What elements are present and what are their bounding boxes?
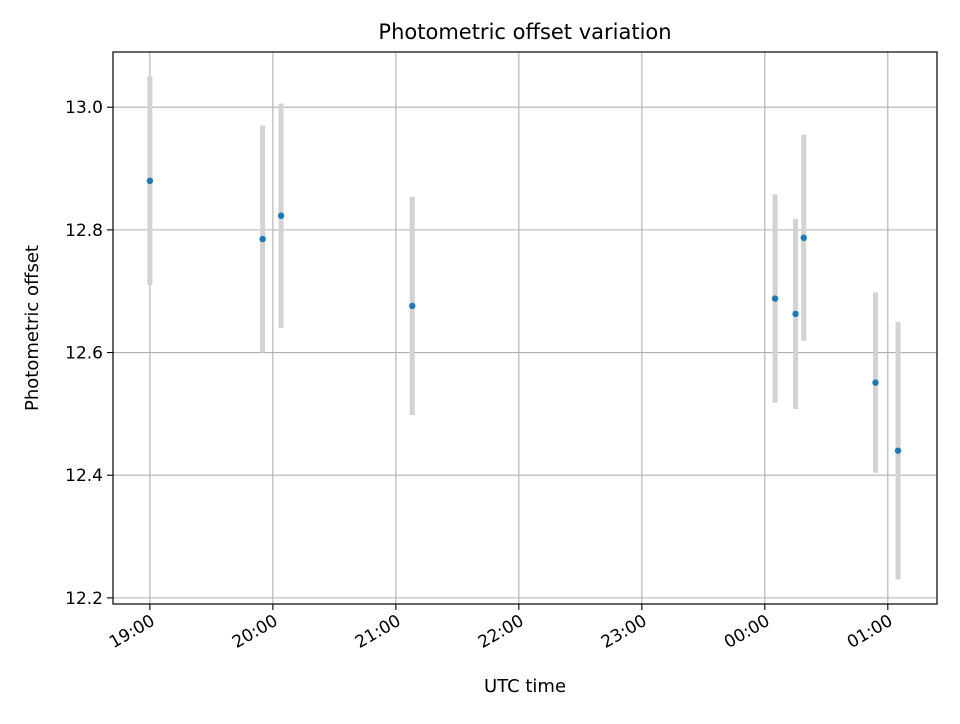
data-point [277,212,285,219]
data-points [146,177,902,454]
x-tick-label: 20:00 [229,611,281,653]
data-point [894,447,902,454]
y-tick-label: 12.8 [65,221,103,241]
x-tick-label: 23:00 [598,611,650,653]
y-tick-label: 13.0 [65,98,103,118]
x-axis-label: UTC time [484,676,566,697]
data-point [409,302,416,310]
chart-title: Photometric offset variation [378,20,671,44]
x-tick-label: 21:00 [352,611,404,653]
plot-background [113,52,937,604]
x-tick-label: 01:00 [844,611,896,653]
y-axis-label: Photometric offset [22,245,43,411]
plot-frame [112,51,938,605]
x-tick-label: 00:00 [721,611,773,653]
data-point [800,234,807,242]
data-point [771,295,779,302]
y-tick-label: 12.6 [65,344,103,364]
y-tick-label: 12.4 [65,466,103,486]
x-tick-label: 19:00 [106,611,158,653]
data-point [146,177,154,184]
data-point [872,379,879,386]
grid [113,52,937,604]
data-point [792,310,799,318]
y-tick-label: 12.2 [65,589,103,609]
x-tick-label: 22:00 [475,611,527,653]
data-point [259,235,266,243]
